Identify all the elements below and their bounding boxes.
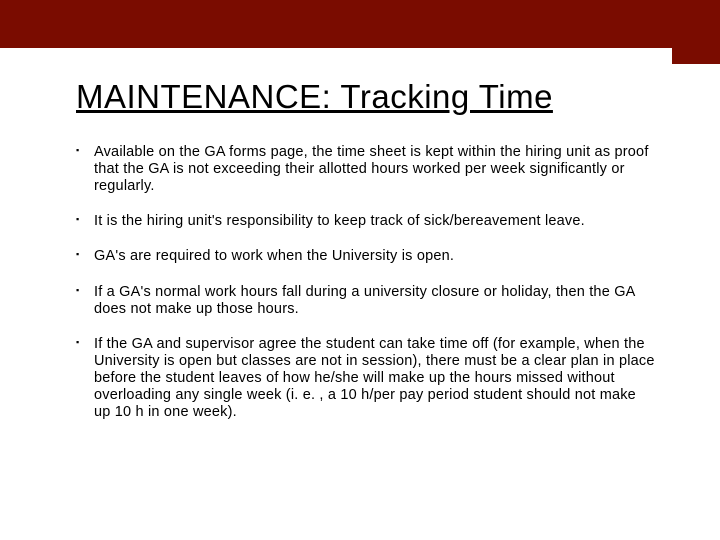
slide-title: MAINTENANCE: Tracking Time	[76, 78, 656, 116]
list-item: It is the hiring unit's responsibility t…	[76, 213, 656, 230]
bullet-list: Available on the GA forms page, the time…	[76, 144, 656, 421]
header-band-notch	[672, 48, 720, 64]
header-band	[0, 0, 720, 48]
list-item: If a GA's normal work hours fall during …	[76, 284, 656, 318]
list-item: If the GA and supervisor agree the stude…	[76, 336, 656, 422]
slide-content: MAINTENANCE: Tracking Time Available on …	[76, 78, 656, 439]
list-item: GA's are required to work when the Unive…	[76, 248, 656, 265]
list-item: Available on the GA forms page, the time…	[76, 144, 656, 195]
